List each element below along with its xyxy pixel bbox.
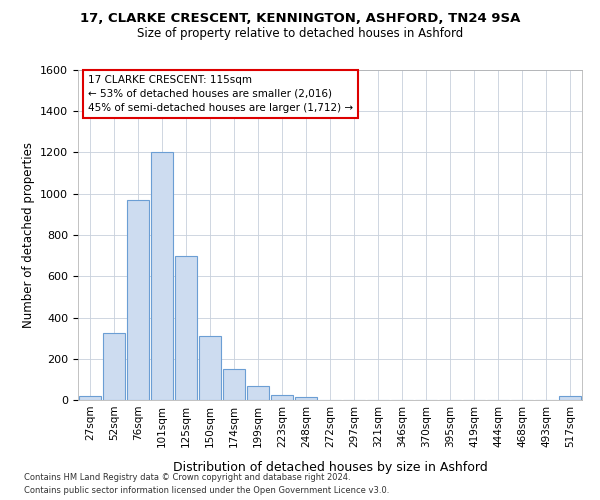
Bar [559, 396, 581, 400]
Text: 17 CLARKE CRESCENT: 115sqm
← 53% of detached houses are smaller (2,016)
45% of s: 17 CLARKE CRESCENT: 115sqm ← 53% of deta… [88, 75, 353, 113]
Bar [175, 256, 197, 400]
Bar [79, 396, 101, 400]
Bar [151, 152, 173, 400]
Bar [223, 369, 245, 400]
Bar [103, 333, 125, 400]
X-axis label: Distribution of detached houses by size in Ashford: Distribution of detached houses by size … [173, 461, 487, 474]
Text: Size of property relative to detached houses in Ashford: Size of property relative to detached ho… [137, 28, 463, 40]
Text: 17, CLARKE CRESCENT, KENNINGTON, ASHFORD, TN24 9SA: 17, CLARKE CRESCENT, KENNINGTON, ASHFORD… [80, 12, 520, 26]
Text: Contains HM Land Registry data © Crown copyright and database right 2024.: Contains HM Land Registry data © Crown c… [24, 472, 350, 482]
Text: Contains public sector information licensed under the Open Government Licence v3: Contains public sector information licen… [24, 486, 389, 495]
Bar [271, 395, 293, 400]
Bar [295, 397, 317, 400]
Bar [247, 386, 269, 400]
Bar [127, 200, 149, 400]
Bar [199, 336, 221, 400]
Y-axis label: Number of detached properties: Number of detached properties [22, 142, 35, 328]
